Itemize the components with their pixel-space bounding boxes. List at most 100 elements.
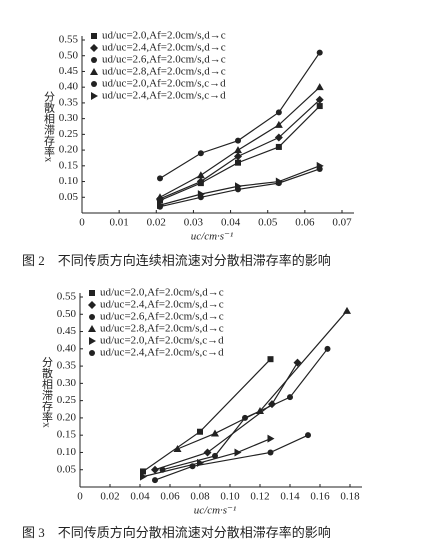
y-tick-label: 0.35 [57,360,77,372]
legend-label: ud/uc=2.8,Af=2.0cm/s,d→c [100,323,224,335]
marker [189,463,196,470]
y-tick-label: 0.50 [59,49,79,61]
x-tick-label: 0.12 [250,491,269,503]
series-line [154,434,309,481]
marker [157,175,163,182]
marker [89,314,95,320]
marker [316,103,323,110]
y-tick-label: 0.35 [59,96,79,108]
marker [275,177,283,186]
marker [89,290,95,296]
marker [267,449,274,456]
marker [315,95,324,104]
y-tick-label: 0.20 [59,144,79,156]
marker [235,182,242,191]
marker [324,345,331,352]
marker [256,407,264,414]
y-tick-label: 0.30 [57,377,77,389]
x-axis-label: uc/cm·s⁻¹ [191,231,233,243]
marker [90,44,98,52]
legend-label: ud/uc=2.4,Af=2.0cm/s,d→c [102,42,226,54]
x-tick-label: 0.02 [100,491,119,503]
marker [234,448,242,457]
y-tick-label: 0.40 [57,342,77,354]
legend-label: ud/uc=2.4,Af=2.0cm/s,d→c [100,299,224,311]
marker [89,337,96,345]
y-tick-label: 0.15 [57,429,77,441]
marker [197,190,205,199]
marker [196,171,205,179]
marker [90,68,98,75]
y-axis-label: 分散相滞存率x [42,90,55,162]
marker [315,83,324,91]
x-axis-label: uc/cm·s⁻¹ [194,505,236,517]
marker [235,159,241,166]
x-tick-label: 0.14 [280,491,300,503]
marker [157,201,164,210]
legend-label: ud/uc=2.0,Af=2.0cm/s,d→c [100,287,224,299]
legend-label: ud/uc=2.4,Af=2.0cm/s,c→d [102,90,226,102]
legend-label: ud/uc=2.4,Af=2.0cm/s,c→d [100,347,224,359]
marker [197,150,204,157]
series-line [154,362,299,471]
y-tick-label: 0.55 [59,34,79,46]
marker [211,429,219,437]
marker [274,133,283,142]
y-tick-label: 0.25 [57,394,77,406]
legend-label: ud/uc=2.0,Af=2.0cm/s,c→d [100,335,224,347]
marker [316,49,323,56]
marker [173,445,182,452]
y-tick-label: 0.45 [57,325,77,337]
marker [305,432,311,439]
x-tick-label: 0 [79,217,85,229]
y-tick-label: 0.20 [57,411,77,423]
marker [267,434,275,443]
legend-label: ud/uc=2.6,Af=2.0cm/s,d→c [102,54,226,66]
x-tick-label: 0.04 [130,491,150,503]
series-line [162,348,328,471]
series-line [142,438,271,478]
marker [234,152,242,161]
x-tick-label: 0.10 [220,491,240,503]
marker [140,472,147,481]
y-tick-label: 0.50 [57,308,77,320]
marker [140,468,146,475]
marker [91,92,98,100]
series-line [177,310,348,450]
y-tick-label: 0.10 [57,446,77,458]
legend-label: ud/uc=2.0,Af=2.0cm/s,c→d [102,78,226,90]
marker [235,137,241,144]
x-tick-label: 0.18 [340,491,360,503]
marker [287,394,293,401]
marker [91,57,97,63]
y-tick-label: 0.40 [59,81,79,93]
legend-label: ud/uc=2.8,Af=2.0cm/s,d→c [102,66,226,78]
y-tick-label: 0.45 [59,65,79,77]
x-tick-label: 0 [77,491,83,503]
x-tick-label: 0.03 [184,217,204,229]
x-tick-label: 0.06 [160,491,180,503]
marker [343,306,351,314]
x-tick-label: 0.05 [258,217,278,229]
marker [88,301,96,309]
y-tick-label: 0.25 [59,128,79,140]
x-tick-label: 0.01 [110,217,129,229]
y-tick-label: 0.55 [57,291,77,303]
marker [89,350,95,356]
x-tick-label: 0.04 [221,217,241,229]
x-tick-label: 0.08 [190,491,210,503]
marker [316,161,324,170]
marker [91,81,97,87]
marker [197,428,203,435]
marker [151,465,159,474]
marker [234,146,242,154]
figure-caption: 图 3 不同传质方向分散相流速对分散相滞存率的影响 [22,525,331,540]
legend-label: ud/uc=2.6,Af=2.0cm/s,d→c [100,311,224,323]
x-tick-label: 0.02 [147,217,166,229]
marker [267,356,274,363]
marker [196,177,205,186]
figure-caption: 图 2 不同传质方向连续相流速对分散相滞存率的影响 [22,253,331,268]
marker [152,477,158,484]
marker [212,452,218,459]
